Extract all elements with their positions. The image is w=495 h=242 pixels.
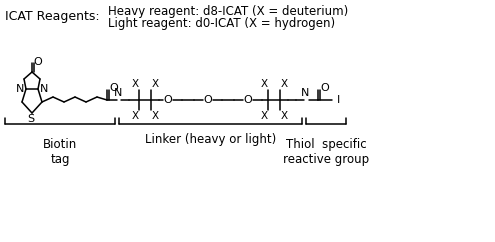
- Text: O: O: [321, 83, 329, 93]
- Text: S: S: [27, 114, 35, 124]
- Text: O: O: [34, 57, 43, 67]
- Text: X: X: [281, 111, 288, 121]
- Text: Thiol  specific
reactive group: Thiol specific reactive group: [283, 138, 369, 166]
- Text: X: X: [151, 111, 158, 121]
- Text: X: X: [260, 79, 268, 89]
- Text: O: O: [203, 95, 212, 105]
- Text: N: N: [301, 88, 309, 98]
- Text: X: X: [281, 79, 288, 89]
- Text: O: O: [164, 95, 172, 105]
- Text: O: O: [244, 95, 252, 105]
- Text: X: X: [132, 79, 139, 89]
- Text: Biotin
tag: Biotin tag: [43, 138, 77, 166]
- Text: N: N: [16, 84, 24, 94]
- Text: Light reagent: d0-ICAT (X = hydrogen): Light reagent: d0-ICAT (X = hydrogen): [108, 17, 335, 30]
- Text: X: X: [260, 111, 268, 121]
- Text: I: I: [338, 95, 341, 105]
- Text: Linker (heavy or light): Linker (heavy or light): [145, 133, 276, 146]
- Text: ICAT Reagents:: ICAT Reagents:: [5, 10, 99, 23]
- Text: N: N: [40, 84, 48, 94]
- Text: Heavy reagent: d8-ICAT (X = deuterium): Heavy reagent: d8-ICAT (X = deuterium): [108, 5, 348, 18]
- Text: O: O: [109, 83, 118, 93]
- Text: N: N: [114, 88, 122, 98]
- Text: X: X: [132, 111, 139, 121]
- Text: X: X: [151, 79, 158, 89]
